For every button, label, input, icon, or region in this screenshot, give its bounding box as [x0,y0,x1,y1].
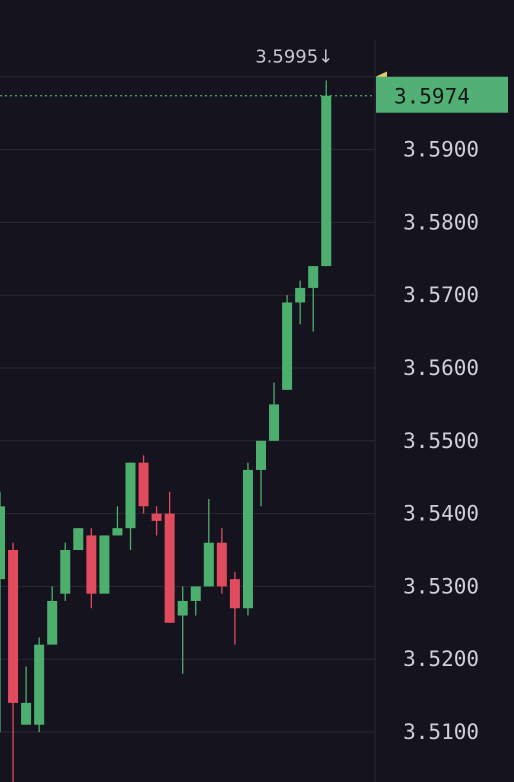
candle-up [99,535,110,594]
y-tick-label: 3.5100 [403,720,479,744]
candle-up [125,462,136,529]
candle-up [73,528,84,550]
candle-up [0,506,5,580]
candle-up [321,95,332,267]
y-tick-label: 3.5700 [403,283,479,307]
candle-down [151,513,162,521]
candle-up [269,404,280,441]
candle-down [229,579,240,609]
candle-down [138,462,149,507]
candle-up [295,287,306,303]
y-tick-label: 3.5500 [403,429,479,453]
candle-up [242,469,253,609]
current-price-label: 3.5974 [394,85,470,109]
y-axis-ticks[interactable]: 3.5100 3.5200 3.5300 3.5400 3.5500 3.5600 3.57… [403,138,479,744]
candle-down [216,542,227,587]
candle-up [190,586,201,601]
high-label: 3.5995↓ [255,46,333,67]
candle-up [308,266,319,288]
y-tick-label: 3.5200 [403,647,479,671]
candle-up [177,600,188,616]
candle-down [8,550,19,703]
y-tick-label: 3.5400 [403,502,479,526]
current-price-tag [376,76,508,113]
candles [0,80,332,782]
candle-up [256,440,266,470]
candle-up [47,600,58,645]
y-tick-label: 3.5600 [403,356,479,380]
candle-up [34,644,45,725]
y-tick-label: 3.5800 [403,210,479,234]
candle-down [86,535,97,594]
y-tick-label: 3.5900 [403,138,479,162]
candle-up [112,528,123,536]
candle-up [282,302,293,390]
candle-up [21,702,32,725]
candle-up [203,542,214,587]
y-tick-label: 3.5300 [403,574,479,598]
candle-up [60,550,71,594]
candle-down [164,513,175,623]
